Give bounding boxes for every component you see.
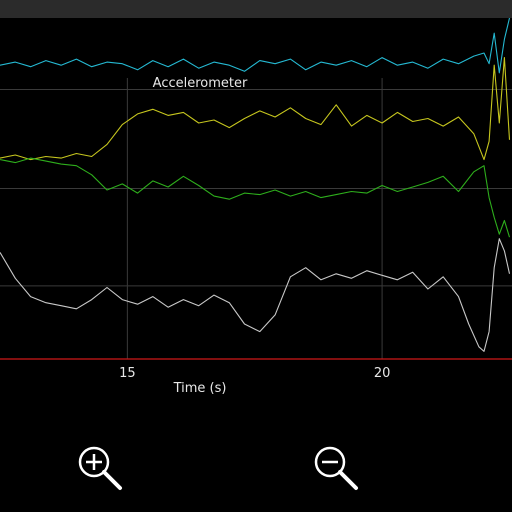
- zoom-in-button[interactable]: [74, 442, 130, 498]
- x-axis-label: Time (s): [173, 381, 227, 396]
- status-bar: [0, 0, 512, 18]
- chart-title: Accelerometer: [153, 76, 248, 91]
- x-tick-label: 15: [119, 366, 136, 381]
- series-line-1: [0, 18, 511, 74]
- zoom-out-icon: [314, 446, 358, 490]
- grid-layer: [0, 78, 512, 359]
- series-line-4: [0, 238, 511, 352]
- zoom-in-icon: [78, 446, 122, 490]
- series-layer: [0, 18, 511, 352]
- tick-label-layer: 15 20: [119, 366, 390, 381]
- x-tick-label: 20: [374, 366, 391, 381]
- accelerometer-chart[interactable]: 15 20 Accelerometer Time (s): [0, 18, 512, 413]
- series-line-2: [0, 57, 511, 161]
- chart-svg: 15 20 Accelerometer Time (s): [0, 18, 512, 396]
- zoom-out-button[interactable]: [310, 442, 366, 498]
- series-line-3: [0, 157, 511, 238]
